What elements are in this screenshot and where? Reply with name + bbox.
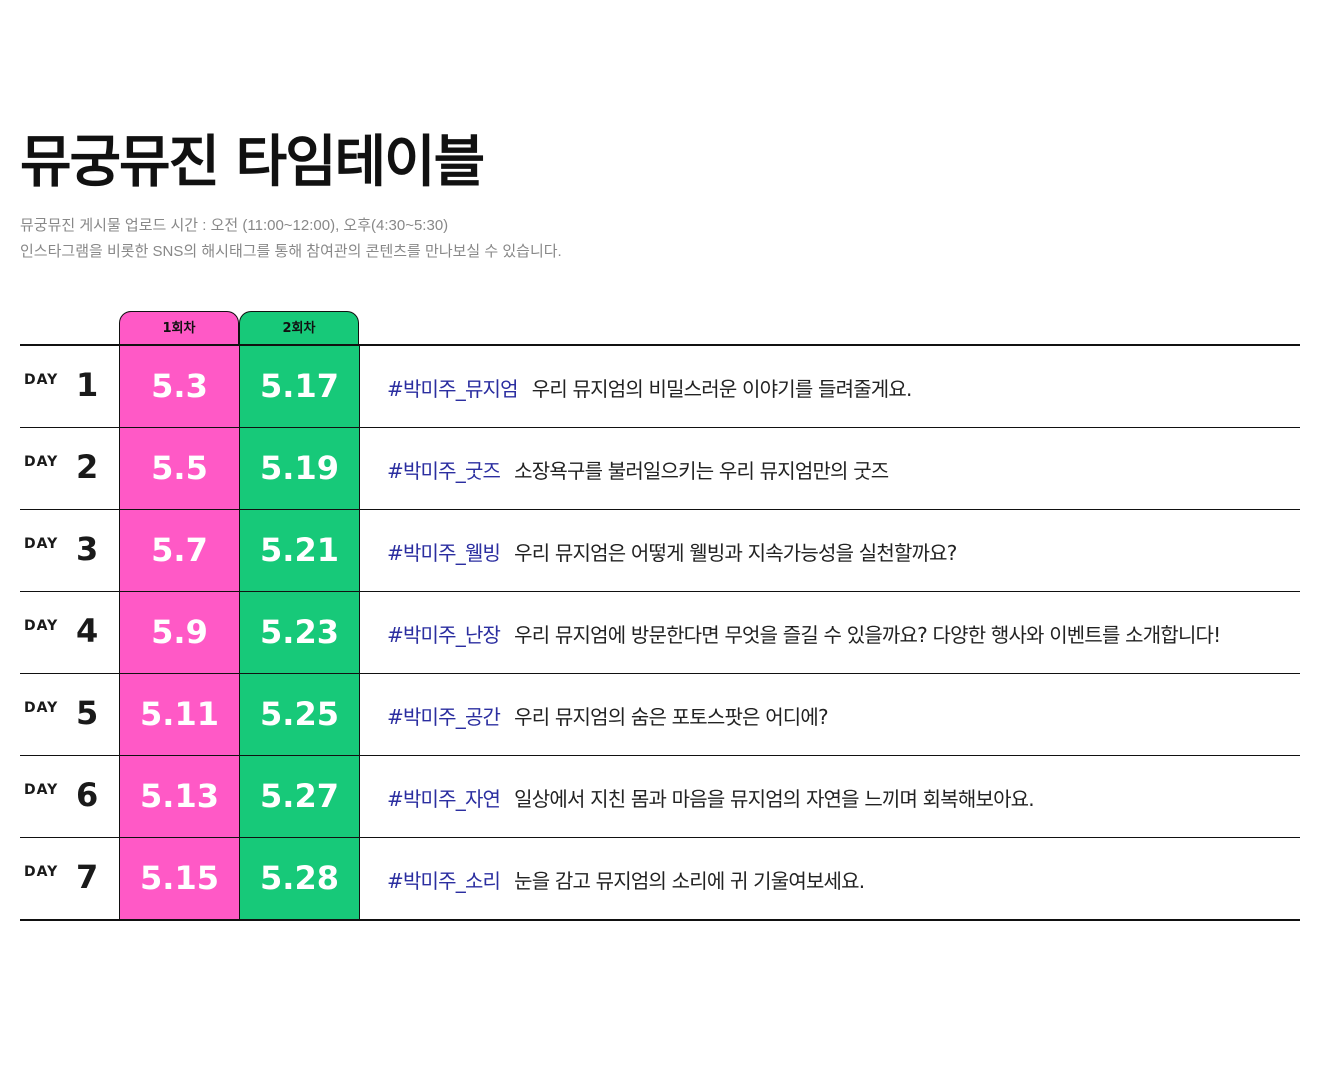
table-row: DAY 7 5.15 5.28 #박미주_소리 눈을 감고 뮤지엄의 소리에 귀 …	[20, 838, 1300, 921]
description-text: 우리 뮤지엄에 방문한다면 무엇을 즐길 수 있을까요? 다양한 행사와 이벤트…	[514, 623, 1221, 647]
round1-date: 5.9	[119, 592, 239, 673]
day-label: DAY	[24, 618, 59, 634]
day-number: 2	[76, 448, 99, 486]
table-row: DAY 5 5.11 5.25 #박미주_공간 우리 뮤지엄의 숨은 포토스팟은 …	[20, 674, 1300, 756]
day-number: 6	[76, 776, 99, 814]
round2-date: 5.23	[239, 592, 360, 673]
hashtag-link[interactable]: #박미주_난장	[387, 623, 501, 647]
hashtag-note: 인스타그램을 비롯한 SNS의 해시태그를 통해 참여관의 콘텐츠를 만나보실 …	[20, 243, 562, 260]
round2-date: 5.19	[239, 428, 360, 509]
description-text: 우리 뮤지엄의 숨은 포토스팟은 어디에?	[514, 705, 828, 729]
day-number: 1	[76, 366, 99, 404]
description-text: 눈을 감고 뮤지엄의 소리에 귀 기울여보세요.	[514, 869, 865, 893]
description-text: 우리 뮤지엄은 어떻게 웰빙과 지속가능성을 실천할까요?	[514, 541, 957, 565]
table-row: DAY 1 5.3 5.17 #박미주_뮤지엄 우리 뮤지엄의 비밀스러운 이야기…	[20, 346, 1300, 428]
round2-header: 2회차	[239, 311, 359, 345]
day-label: DAY	[24, 372, 59, 388]
day-number: 5	[76, 694, 99, 732]
hashtag-link[interactable]: #박미주_웰빙	[387, 541, 501, 565]
day-number: 4	[76, 612, 99, 650]
round1-date: 5.11	[119, 674, 239, 755]
day-label: DAY	[24, 454, 59, 470]
row-description: #박미주_웰빙 우리 뮤지엄은 어떻게 웰빙과 지속가능성을 실천할까요?	[387, 537, 957, 566]
round1-date: 5.13	[119, 756, 239, 837]
day-label: DAY	[24, 782, 59, 798]
round2-date: 5.28	[239, 838, 360, 919]
row-description: #박미주_뮤지엄 우리 뮤지엄의 비밀스러운 이야기를 들려줄게요.	[387, 373, 912, 402]
round1-date: 5.7	[119, 510, 239, 591]
upload-time-note: 뮤궁뮤진 게시물 업로드 시간 : 오전 (11:00~12:00), 오후(4…	[20, 217, 449, 234]
hashtag-link[interactable]: #박미주_소리	[387, 869, 501, 893]
row-description: #박미주_굿즈 소장욕구를 불러일으키는 우리 뮤지엄만의 굿즈	[387, 455, 889, 484]
day-label: DAY	[24, 864, 59, 880]
description-text: 일상에서 지친 몸과 마음을 뮤지엄의 자연을 느끼며 회복해보아요.	[514, 787, 1034, 811]
row-description: #박미주_난장 우리 뮤지엄에 방문한다면 무엇을 즐길 수 있을까요? 다양한 …	[387, 619, 1221, 648]
table-row: DAY 4 5.9 5.23 #박미주_난장 우리 뮤지엄에 방문한다면 무엇을 …	[20, 592, 1300, 674]
day-number: 7	[76, 858, 99, 896]
day-number: 3	[76, 530, 99, 568]
description-text: 우리 뮤지엄의 비밀스러운 이야기를 들려줄게요.	[531, 377, 913, 401]
page-title: 뮤궁뮤진 타임테이블	[20, 130, 485, 195]
table-row: DAY 6 5.13 5.27 #박미주_자연 일상에서 지친 몸과 마음을 뮤지…	[20, 756, 1300, 838]
round2-date: 5.21	[239, 510, 360, 591]
round1-date: 5.15	[119, 838, 239, 919]
round2-date: 5.25	[239, 674, 360, 755]
hashtag-link[interactable]: #박미주_자연	[387, 787, 501, 811]
table-row: DAY 3 5.7 5.21 #박미주_웰빙 우리 뮤지엄은 어떻게 웰빙과 지속…	[20, 510, 1300, 592]
row-description: #박미주_공간 우리 뮤지엄의 숨은 포토스팟은 어디에?	[387, 701, 829, 730]
row-description: #박미주_소리 눈을 감고 뮤지엄의 소리에 귀 기울여보세요.	[387, 865, 865, 894]
table-row: DAY 2 5.5 5.19 #박미주_굿즈 소장욕구를 불러일으키는 우리 뮤지…	[20, 428, 1300, 510]
hashtag-link[interactable]: #박미주_굿즈	[387, 459, 501, 483]
round1-date: 5.3	[119, 346, 239, 427]
timetable: DAY 1 5.3 5.17 #박미주_뮤지엄 우리 뮤지엄의 비밀스러운 이야기…	[20, 344, 1300, 921]
round2-date: 5.17	[239, 346, 360, 427]
hashtag-link[interactable]: #박미주_공간	[387, 705, 501, 729]
description-text: 소장욕구를 불러일으키는 우리 뮤지엄만의 굿즈	[514, 459, 889, 483]
round2-date: 5.27	[239, 756, 360, 837]
round1-date: 5.5	[119, 428, 239, 509]
hashtag-link[interactable]: #박미주_뮤지엄	[387, 377, 519, 401]
day-label: DAY	[24, 700, 59, 716]
row-description: #박미주_자연 일상에서 지친 몸과 마음을 뮤지엄의 자연을 느끼며 회복해보아…	[387, 783, 1035, 812]
day-label: DAY	[24, 536, 59, 552]
round1-header: 1회차	[119, 311, 239, 345]
